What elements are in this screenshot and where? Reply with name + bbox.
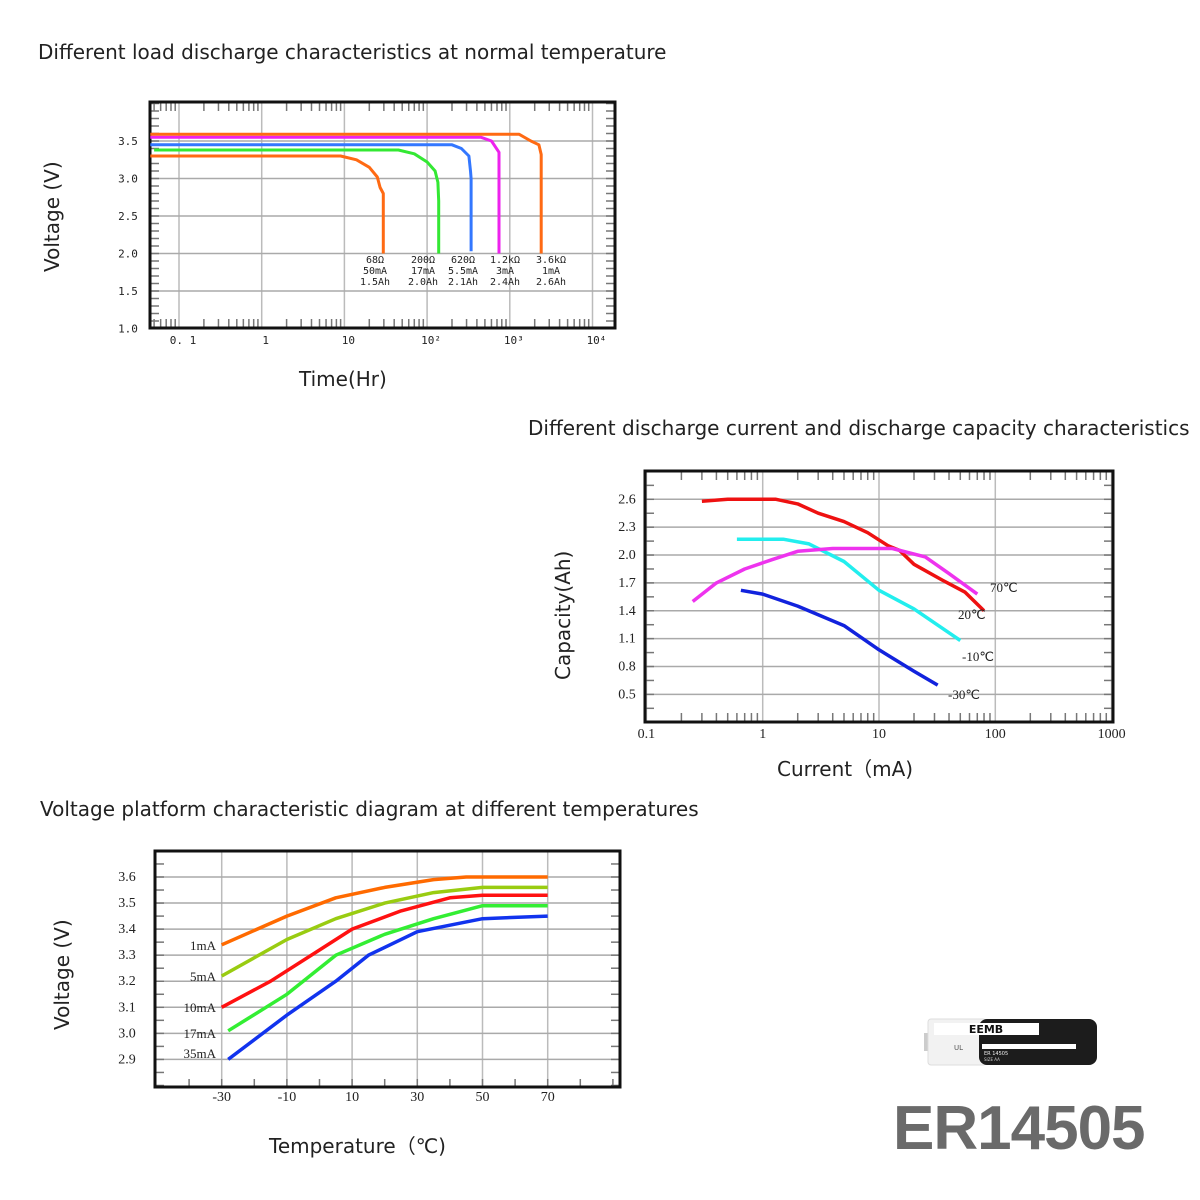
x-tick-label: 1 bbox=[759, 727, 766, 742]
y-tick-label: 3.6 bbox=[118, 870, 136, 885]
x-tick-label: 0. 1 bbox=[170, 334, 197, 347]
y-tick-label: 3.0 bbox=[118, 1026, 136, 1041]
x-tick-label: 0.1 bbox=[638, 727, 656, 742]
load-label: 1mA bbox=[542, 266, 560, 277]
load-label: 3mA bbox=[496, 266, 514, 277]
x-tick-label: 1 bbox=[262, 334, 269, 347]
series-line-2 bbox=[220, 885, 548, 978]
load-label: 1.2kΩ bbox=[490, 255, 520, 266]
y-tick-label: 1.5 bbox=[118, 285, 138, 298]
y-tick-label: 2.3 bbox=[618, 520, 636, 535]
series-line-1 bbox=[220, 875, 548, 947]
load-label: 2.1Ah bbox=[448, 277, 478, 288]
x-tick-label: 1000 bbox=[1098, 727, 1126, 742]
chart3-title: Voltage platform characteristic diagram … bbox=[40, 797, 699, 821]
series-line-5 bbox=[227, 914, 548, 1061]
y-tick-label: 1.0 bbox=[118, 323, 138, 336]
y-tick-label: 3.3 bbox=[118, 948, 136, 963]
series-label: 20℃ bbox=[958, 607, 986, 622]
chart2-title: Different discharge current and discharg… bbox=[528, 416, 1190, 440]
y-tick-label: 3.5 bbox=[118, 135, 138, 148]
load-label: 2.4Ah bbox=[490, 277, 520, 288]
y-tick-label: 1.4 bbox=[618, 604, 636, 619]
series-label: 17mA bbox=[184, 1026, 217, 1041]
series-line-4 bbox=[227, 903, 548, 1033]
y-tick-label: 3.0 bbox=[118, 173, 138, 186]
series-label: -10℃ bbox=[962, 649, 994, 664]
y-tick-label: 3.4 bbox=[118, 922, 136, 937]
chart-3: -30 -10 10 30 50 70 3.6 3.5 3.4 3.3 3.2 3.1 3.0 2.9 bbox=[118, 849, 622, 1105]
y-tick-label: 1.1 bbox=[618, 632, 636, 647]
y-tick-label: 2.0 bbox=[618, 548, 636, 563]
y-tick-label: 3.5 bbox=[118, 896, 136, 911]
x-tick-label: 30 bbox=[410, 1090, 424, 1105]
chart1-title: Different load discharge characteristics… bbox=[38, 40, 667, 64]
plot-frame bbox=[643, 469, 1115, 724]
y-tick-label: 0.5 bbox=[618, 687, 636, 702]
series-line-3 bbox=[150, 143, 473, 252]
y-tick-label: 3.2 bbox=[118, 974, 136, 989]
series-label: 10mA bbox=[184, 1000, 217, 1015]
svg-text:SIZE AA: SIZE AA bbox=[984, 1057, 1000, 1062]
load-label: 3.6kΩ bbox=[536, 255, 566, 266]
y-tick-label: 2.6 bbox=[618, 492, 636, 507]
load-label: 1.5Ah bbox=[360, 277, 390, 288]
series-line-4 bbox=[150, 135, 501, 254]
load-label: 68Ω bbox=[366, 255, 384, 266]
y-tick-label: 1.7 bbox=[618, 576, 636, 591]
plot-frame bbox=[153, 849, 622, 1089]
series-label: 70℃ bbox=[990, 580, 1018, 595]
load-label: 50mA bbox=[363, 266, 387, 277]
load-label: 5.5mA bbox=[448, 266, 478, 277]
battery-brand-logo: EEMB bbox=[969, 1023, 1003, 1036]
chart1-xlabel: Time(Hr) bbox=[299, 367, 387, 391]
chart-2: 0.1 1 10 100 1000 2.6 2.3 2.0 1.7 1.4 1.1 0.8 0.5 bbox=[618, 469, 1126, 742]
load-label: 17mA bbox=[411, 266, 435, 277]
series-line-2 bbox=[736, 537, 962, 642]
x-tick-label: 100 bbox=[985, 727, 1006, 742]
x-tick-label: -10 bbox=[278, 1090, 297, 1105]
x-tick-label: 10 bbox=[345, 1090, 359, 1105]
chart-1: 0. 1 1 10 10² 10³ 10⁴ 3.5 3.0 2.5 2.0 1.5 1.0 bbox=[118, 100, 617, 347]
x-tick-label: 50 bbox=[476, 1090, 490, 1105]
svg-text:UL: UL bbox=[954, 1044, 963, 1052]
series-line-1 bbox=[701, 497, 986, 613]
y-tick-label: 2.5 bbox=[118, 210, 138, 223]
x-tick-label: 10⁴ bbox=[587, 334, 607, 347]
series-label: -30℃ bbox=[948, 687, 980, 702]
x-tick-label: 10³ bbox=[504, 334, 524, 347]
chart3-xlabel: Temperature（℃) bbox=[269, 1134, 446, 1158]
series-label: 5mA bbox=[190, 969, 217, 984]
series-line-3 bbox=[220, 893, 548, 1009]
series-line-4 bbox=[740, 588, 939, 687]
chart2-xlabel: Current（mA) bbox=[777, 757, 914, 781]
x-tick-label: 10² bbox=[421, 334, 441, 347]
series-line-5 bbox=[150, 132, 543, 254]
y-tick-label: 2.9 bbox=[118, 1052, 136, 1067]
x-tick-label: 10 bbox=[872, 727, 886, 742]
load-label: 2.0Ah bbox=[408, 277, 438, 288]
load-label: 2.6Ah bbox=[536, 277, 566, 288]
load-label: 620Ω bbox=[451, 255, 475, 266]
series-line-1 bbox=[150, 154, 385, 254]
series-line-2 bbox=[154, 148, 441, 254]
x-tick-label: -30 bbox=[212, 1090, 231, 1105]
x-tick-label: 70 bbox=[541, 1090, 555, 1105]
plot-frame bbox=[148, 100, 617, 330]
series-line-3 bbox=[691, 546, 979, 603]
x-tick-label: 10 bbox=[342, 334, 355, 347]
series-label: 35mA bbox=[184, 1046, 217, 1061]
y-tick-label: 3.1 bbox=[118, 1000, 136, 1015]
y-tick-label: 0.8 bbox=[618, 660, 636, 675]
load-label: 200Ω bbox=[411, 255, 435, 266]
svg-text:ER 14505: ER 14505 bbox=[984, 1051, 1008, 1057]
battery-image: EEMB ER 14505 SIZE AA UL bbox=[924, 1018, 1097, 1066]
product-name: ER14505 bbox=[893, 1094, 1146, 1163]
series-label: 1mA bbox=[190, 938, 217, 953]
y-tick-label: 2.0 bbox=[118, 248, 138, 261]
